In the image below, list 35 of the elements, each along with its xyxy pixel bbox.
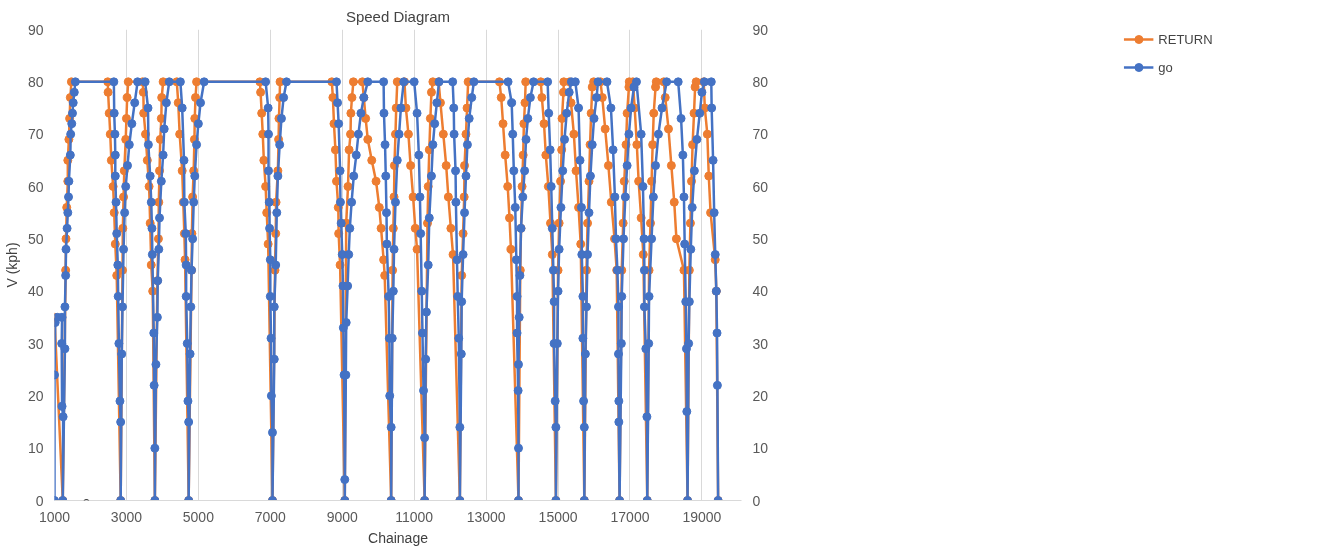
y2-tick-label: 0 [752, 492, 761, 509]
legend-label: RETURN [1158, 31, 1213, 47]
x-tick-label: 15000 [538, 508, 578, 525]
x-tick-label: 5000 [182, 508, 215, 525]
y-tick-label: 10 [27, 440, 44, 457]
y2-tick-label: 70 [752, 126, 769, 143]
y-tick-label: 20 [27, 387, 44, 404]
y2-tick-label: 20 [752, 387, 769, 404]
x-tick-label: 13000 [466, 508, 506, 525]
x-tick-label: 19000 [682, 508, 722, 525]
y2-tick-label: 60 [752, 178, 769, 195]
y-tick-label: 50 [27, 230, 44, 247]
y-tick-label: 80 [27, 73, 44, 90]
x-tick-label: 7000 [254, 508, 287, 525]
y2-tick-label: 40 [752, 283, 769, 300]
x-axis-title: Chainage [368, 529, 429, 546]
y2-tick-label: 90 [752, 21, 769, 38]
y2-tick-label: 30 [752, 335, 769, 352]
y-axis-title: V (kph) [3, 242, 20, 288]
y2-tick-label: 80 [752, 73, 769, 90]
y-tick-label: 30 [27, 335, 44, 352]
y-tick-label: 90 [27, 21, 44, 38]
chart-title: Speed Diagram [345, 7, 451, 25]
x-tick-label: 11000 [395, 508, 434, 525]
y-tick-label: 0 [35, 492, 44, 509]
legend-label: go [1158, 59, 1174, 75]
x-tick-label: 1000 [38, 508, 71, 525]
y-tick-label: 60 [27, 178, 44, 195]
y-tick-label: 70 [27, 126, 44, 143]
x-tick-label: 9000 [326, 508, 359, 525]
y2-tick-label: 10 [752, 440, 769, 457]
y-tick-label: 40 [27, 283, 44, 300]
x-tick-label: 17000 [610, 508, 650, 525]
x-tick-label: 3000 [110, 508, 143, 525]
y2-tick-label: 50 [752, 230, 769, 247]
